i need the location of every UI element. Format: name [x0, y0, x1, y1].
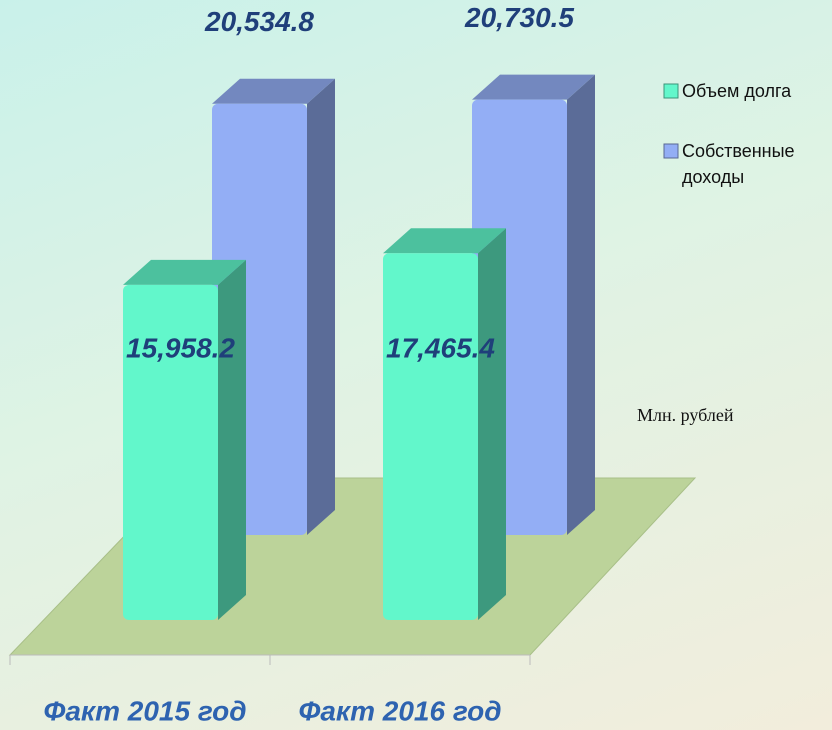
x-tick-label: Факт 2015 год — [43, 695, 246, 726]
bar-side — [307, 78, 335, 536]
bar-side — [567, 74, 595, 536]
data-label: 15,958.2 — [126, 332, 235, 363]
bar-front — [123, 284, 218, 620]
bar-top — [383, 228, 506, 254]
legend-label: Объем долга — [682, 81, 792, 101]
bar-top — [472, 74, 595, 100]
data-label: 20,534.8 — [204, 6, 314, 37]
legend-swatch — [663, 83, 679, 99]
bar — [383, 228, 506, 620]
x-tick-label: Факт 2016 год — [298, 695, 501, 726]
legend-swatch — [663, 143, 679, 159]
unit-annotation: Млн. рублей — [637, 405, 734, 425]
bar-top — [212, 78, 335, 104]
bar-front — [383, 253, 478, 620]
bar-side — [478, 228, 506, 620]
data-label: 20,730.5 — [464, 2, 574, 33]
data-label: 17,465.4 — [386, 332, 495, 363]
bar-top — [123, 259, 246, 285]
bar-side — [218, 259, 246, 620]
bar — [123, 259, 246, 620]
legend-label: Собственные доходы — [682, 141, 795, 187]
